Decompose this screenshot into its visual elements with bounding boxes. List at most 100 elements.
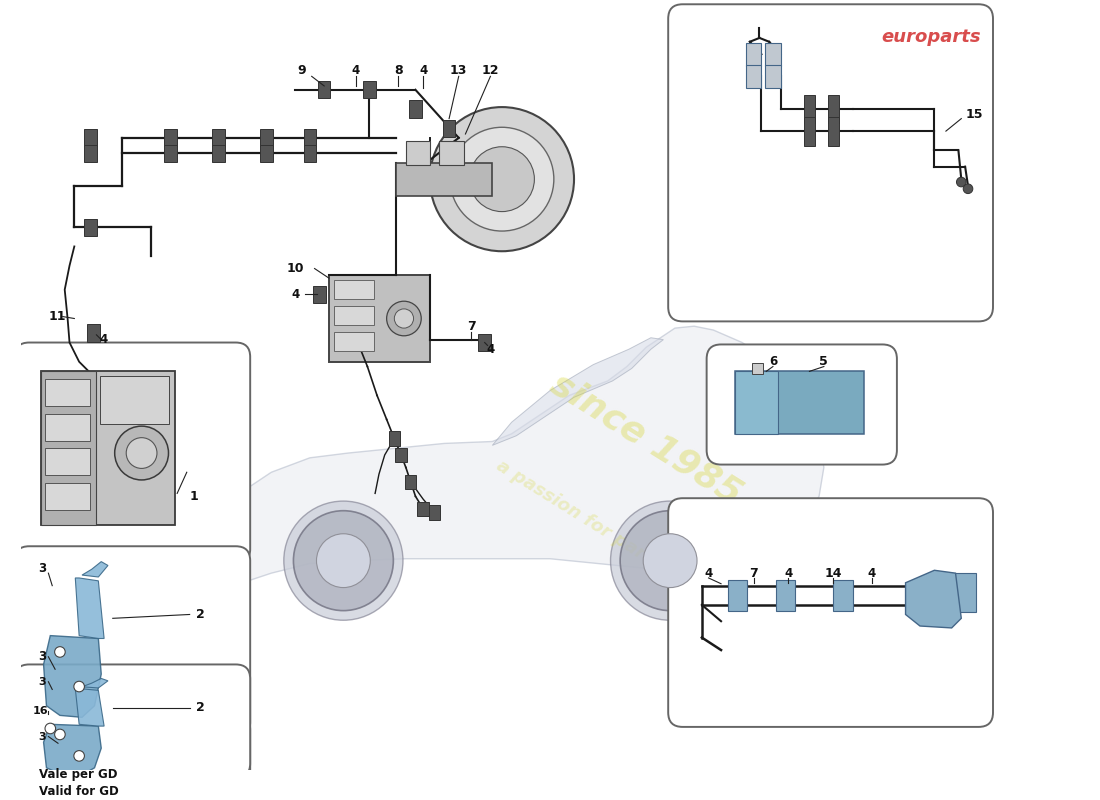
Circle shape [45,723,56,734]
Bar [440,141,463,165]
Bar [261,129,273,146]
Bar [329,275,430,362]
Circle shape [470,146,535,211]
Text: 16: 16 [33,706,48,715]
Bar [827,94,839,123]
Bar [766,42,781,66]
Text: 13: 13 [450,64,468,77]
FancyBboxPatch shape [668,4,993,322]
Bar [45,379,90,406]
Bar [396,163,493,197]
Text: 2: 2 [197,701,205,714]
Bar [478,334,491,351]
Circle shape [394,309,414,328]
Bar [746,65,761,88]
Circle shape [126,438,157,469]
Circle shape [284,501,403,620]
Bar [751,362,763,374]
Bar [746,42,761,66]
Bar [388,431,400,446]
Text: 15: 15 [965,108,982,122]
Polygon shape [905,570,961,628]
Text: 6: 6 [769,355,777,368]
Bar [304,129,316,146]
Text: 8: 8 [394,64,403,77]
Circle shape [964,184,972,194]
FancyBboxPatch shape [14,715,250,800]
Bar [164,129,177,146]
Text: 4: 4 [292,288,299,301]
Bar [41,371,175,525]
Bar [100,376,169,424]
Bar [87,324,100,342]
Polygon shape [44,724,101,775]
Bar [212,145,224,162]
Text: 4: 4 [99,333,108,346]
FancyBboxPatch shape [14,665,250,778]
Text: 10: 10 [287,262,304,275]
Text: 7: 7 [466,320,475,333]
Polygon shape [82,678,108,688]
Text: 2: 2 [197,608,205,621]
Bar [952,573,976,611]
Bar [45,483,90,510]
Bar [417,502,429,516]
Bar [804,94,815,123]
Text: 4: 4 [352,64,360,77]
Circle shape [610,501,729,620]
Bar [429,506,440,520]
Bar [314,286,326,303]
Text: europarts: europarts [881,28,980,46]
Bar [735,371,865,434]
Bar [85,129,97,146]
Text: 4: 4 [784,566,792,580]
Circle shape [55,729,65,740]
Polygon shape [82,562,108,577]
Bar [409,100,421,118]
Polygon shape [75,578,104,638]
Circle shape [620,510,721,610]
Bar [728,580,747,610]
Text: 4: 4 [486,342,495,356]
Bar [333,332,374,351]
Bar [212,129,224,146]
FancyBboxPatch shape [14,342,250,563]
Circle shape [386,302,421,336]
Bar [164,145,177,162]
Text: a passion for parts: a passion for parts [493,458,664,574]
Polygon shape [44,636,101,718]
Circle shape [957,178,966,187]
Polygon shape [493,338,663,446]
Text: 11: 11 [48,310,66,323]
Text: 14: 14 [825,566,843,580]
Bar [395,448,407,462]
Text: 4: 4 [868,566,876,580]
Polygon shape [213,326,824,582]
Text: 1: 1 [189,490,198,502]
Bar [41,371,97,525]
FancyBboxPatch shape [706,345,896,465]
Bar [363,81,375,98]
Bar [318,81,330,98]
Bar [766,65,781,88]
Bar [85,145,97,162]
Circle shape [450,127,553,231]
Circle shape [294,510,394,610]
Circle shape [317,534,371,587]
Bar [735,371,778,434]
Text: Vale per GD
Valid for GD: Vale per GD Valid for GD [39,768,119,798]
Text: 9: 9 [298,64,307,77]
Circle shape [644,534,697,587]
Text: 12: 12 [482,64,499,77]
Bar [45,448,90,475]
FancyBboxPatch shape [668,498,993,727]
Text: since 1985: since 1985 [544,366,748,511]
Circle shape [74,750,85,761]
Bar [333,306,374,326]
Text: 5: 5 [820,355,828,368]
Text: 4: 4 [704,566,713,580]
Bar [776,580,795,610]
Text: 3: 3 [39,650,46,663]
Text: 3: 3 [39,562,46,575]
Bar [406,141,430,165]
